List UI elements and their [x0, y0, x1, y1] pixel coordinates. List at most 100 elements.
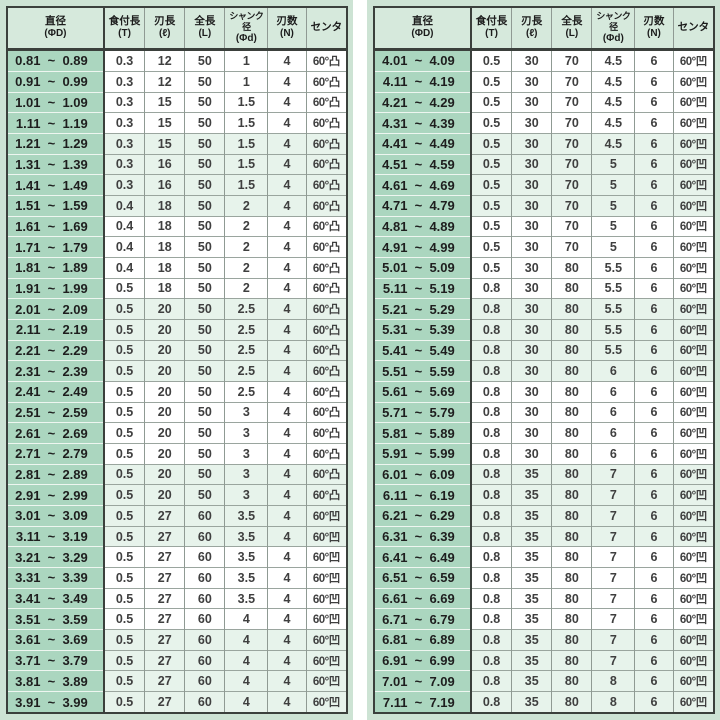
cell-shank-diameter: 3.5 [224, 525, 268, 547]
diameter-to: 5.89 [429, 425, 455, 441]
diameter-from: 1.61 [15, 218, 41, 234]
diameter-to: 1.49 [62, 177, 88, 193]
diameter-to: 1.19 [62, 115, 88, 131]
cell-bite-length: 0.3 [102, 91, 145, 113]
table-row: 4.11 ~4.19 0.5 30 70 4.5 6 60°凹 [374, 70, 714, 93]
cell-bite-length: 0.5 [102, 463, 145, 485]
cell-flute-length: 30 [511, 442, 552, 465]
diameter-range: 2.61 ~2.69 [8, 426, 103, 441]
cell-overall-length: 60 [184, 608, 225, 630]
cell-bite-length: 0.5 [102, 277, 145, 299]
diameter-from: 5.51 [382, 363, 408, 379]
cell-overall-length: 50 [184, 70, 225, 93]
cell-diameter-range: 2.11 ~2.19 [7, 318, 104, 341]
cell-overall-length: 50 [184, 318, 225, 341]
header-row: 直径 (ΦD) 食付長 (T) 刃長 (ℓ) 全長 (L) シャンク径 (Φd) 刃数 (N) センタ [7, 7, 347, 51]
cell-diameter-range: 2.41 ~2.49 [7, 380, 104, 403]
cell-diameter-range: 3.61 ~3.69 [7, 629, 104, 651]
cell-diameter-range: 5.91 ~5.99 [374, 442, 471, 465]
cell-flute-count: 6 [634, 194, 674, 217]
cell-bite-length: 0.5 [469, 256, 512, 279]
cell-center-type: 60°凸 [305, 484, 347, 506]
table-row: 6.31 ~6.39 0.8 35 80 7 6 60°凹 [374, 525, 714, 547]
cell-center-type: 60°凸 [305, 442, 347, 465]
column-header: 刃数 (N) [634, 7, 674, 51]
cell-diameter-range: 6.21 ~6.29 [374, 505, 471, 527]
cell-overall-length: 80 [551, 401, 592, 423]
diameter-to: 3.89 [62, 673, 88, 689]
cell-diameter-range: 1.71 ~1.79 [7, 236, 104, 258]
cell-center-type: 60°凹 [672, 422, 714, 444]
cell-shank-diameter: 4.5 [591, 91, 635, 113]
range-separator: ~ [47, 115, 56, 131]
cell-center-type: 60°凹 [672, 215, 714, 237]
range-separator: ~ [414, 198, 423, 214]
diameter-range: 5.71 ~5.79 [375, 405, 470, 420]
table-header: 直径 (ΦD) 食付長 (T) 刃長 (ℓ) 全長 (L) シャンク径 (Φd) 刃数 (N) センタ [374, 7, 714, 51]
cell-bite-length: 0.5 [102, 525, 145, 547]
diameter-from: 5.61 [382, 384, 408, 400]
diameter-from: 4.71 [382, 198, 408, 214]
diameter-from: 5.21 [382, 301, 408, 317]
column-header-symbol: (N) [647, 28, 661, 40]
cell-flute-length: 12 [144, 49, 185, 72]
diameter-range: 4.11 ~4.19 [375, 74, 470, 89]
diameter-to: 5.59 [429, 363, 455, 379]
cell-bite-length: 0.8 [469, 463, 512, 485]
table-row: 3.11 ~3.19 0.5 27 60 3.5 4 60°凹 [7, 525, 347, 547]
cell-flute-count: 6 [634, 318, 674, 341]
column-header-label: 食付長 [108, 15, 141, 28]
diameter-to: 2.29 [62, 342, 88, 358]
column-header-symbol: (Φd) [602, 33, 624, 44]
cell-bite-length: 0.8 [469, 649, 512, 671]
table-row: 2.51 ~2.59 0.5 20 50 3 4 60°凸 [7, 401, 347, 423]
column-header-symbol: (T) [118, 28, 131, 40]
cell-shank-diameter: 4 [224, 629, 268, 651]
cell-flute-count: 4 [267, 318, 307, 341]
cell-flute-count: 6 [634, 401, 674, 423]
cell-center-type: 60°凹 [305, 587, 347, 609]
cell-flute-count: 6 [634, 132, 674, 155]
range-separator: ~ [47, 53, 56, 69]
cell-shank-diameter: 5.5 [591, 318, 635, 341]
cell-flute-length: 20 [144, 401, 185, 423]
cell-diameter-range: 5.11 ~5.19 [374, 277, 471, 299]
diameter-range: 4.91 ~4.99 [375, 240, 470, 255]
cell-flute-length: 20 [144, 442, 185, 465]
table-header: 直径 (ΦD) 食付長 (T) 刃長 (ℓ) 全長 (L) シャンク径 (Φd) 刃数 (N) センタ [7, 7, 347, 51]
cell-bite-length: 0.8 [469, 608, 512, 630]
column-header: 直径 (ΦD) [7, 7, 104, 51]
cell-flute-length: 30 [511, 339, 552, 361]
diameter-to: 2.39 [62, 363, 88, 379]
cell-flute-length: 27 [144, 567, 185, 589]
table-row: 2.61 ~2.69 0.5 20 50 3 4 60°凸 [7, 422, 347, 444]
cell-shank-diameter: 4.5 [591, 112, 635, 134]
cell-flute-length: 30 [511, 256, 552, 279]
cell-shank-diameter: 2 [224, 194, 268, 217]
cell-bite-length: 0.5 [102, 649, 145, 671]
diameter-range: 6.41 ~6.49 [375, 550, 470, 565]
table-row: 3.21 ~3.29 0.5 27 60 3.5 4 60°凹 [7, 546, 347, 568]
cell-bite-length: 0.5 [102, 546, 145, 568]
diameter-from: 5.41 [382, 342, 408, 358]
cell-diameter-range: 4.01 ~4.09 [374, 49, 471, 72]
cell-flute-length: 20 [144, 422, 185, 444]
cell-bite-length: 0.5 [469, 236, 512, 258]
diameter-from: 6.61 [382, 591, 408, 607]
diameter-to: 3.49 [62, 591, 88, 607]
cell-shank-diameter: 6 [591, 360, 635, 382]
diameter-range: 6.01 ~6.09 [375, 467, 470, 482]
cell-flute-length: 35 [511, 608, 552, 630]
cell-bite-length: 0.5 [102, 318, 145, 341]
diameter-range: 1.91 ~1.99 [8, 281, 103, 296]
cell-flute-count: 6 [634, 112, 674, 134]
cell-shank-diameter: 1 [224, 70, 268, 93]
cell-flute-count: 4 [267, 298, 307, 320]
diameter-to: 6.99 [429, 653, 455, 669]
cell-flute-count: 4 [267, 380, 307, 403]
cell-flute-count: 6 [634, 629, 674, 651]
range-separator: ~ [414, 53, 423, 69]
cell-shank-diameter: 6 [591, 422, 635, 444]
cell-diameter-range: 4.41 ~4.49 [374, 132, 471, 155]
cell-flute-length: 30 [511, 318, 552, 341]
